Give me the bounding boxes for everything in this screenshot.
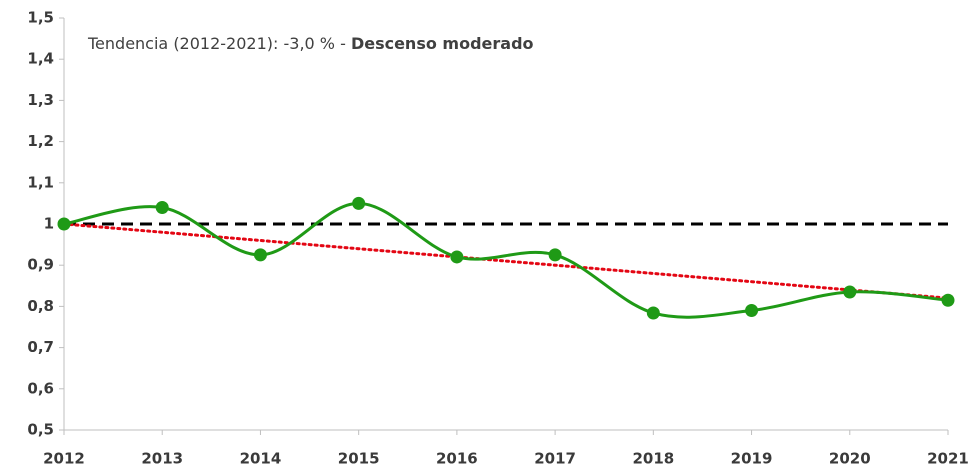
x-tick-label: 2021 [927, 450, 969, 468]
y-tick-label: 0,8 [27, 297, 54, 315]
x-tick-label: 2016 [436, 450, 478, 468]
y-tick-label: 0,5 [27, 421, 54, 439]
y-tick-label: 0,6 [27, 379, 54, 397]
y-tick-label: 1 [44, 215, 54, 233]
series-line [63, 201, 949, 319]
point [646, 306, 660, 320]
y-tick-label: 1,4 [27, 50, 54, 68]
y-tick-label: 1,1 [27, 173, 54, 191]
annotation-text: Tendencia (2012-2021): -3,0 % - [87, 34, 351, 53]
point [450, 250, 464, 264]
x-tick-label: 2018 [632, 450, 674, 468]
x-tick-label: 2013 [141, 450, 183, 468]
annotation: Tendencia (2012-2021): -3,0 % - Descenso… [87, 34, 534, 53]
x-tick-label: 2014 [240, 450, 282, 468]
point [253, 248, 267, 262]
x-tick-label: 2019 [731, 450, 773, 468]
point [843, 285, 857, 299]
series-line [62, 222, 950, 300]
x-tick-label: 2015 [338, 450, 380, 468]
x-tick-label: 2017 [534, 450, 576, 468]
x-tick-label: 2020 [829, 450, 871, 468]
point [352, 196, 366, 210]
point [745, 304, 759, 318]
y-tick-label: 0,7 [27, 338, 54, 356]
y-tick-label: 0,9 [27, 256, 54, 274]
point [57, 217, 71, 231]
point [548, 248, 562, 262]
x-tick-label: 2012 [43, 450, 85, 468]
annotation-bold: Descenso moderado [351, 34, 534, 53]
y-tick-label: 1,3 [27, 91, 54, 109]
y-tick-label: 1,2 [27, 132, 54, 150]
y-tick-label: 1,5 [27, 9, 54, 27]
point [941, 293, 955, 307]
point [155, 201, 169, 215]
